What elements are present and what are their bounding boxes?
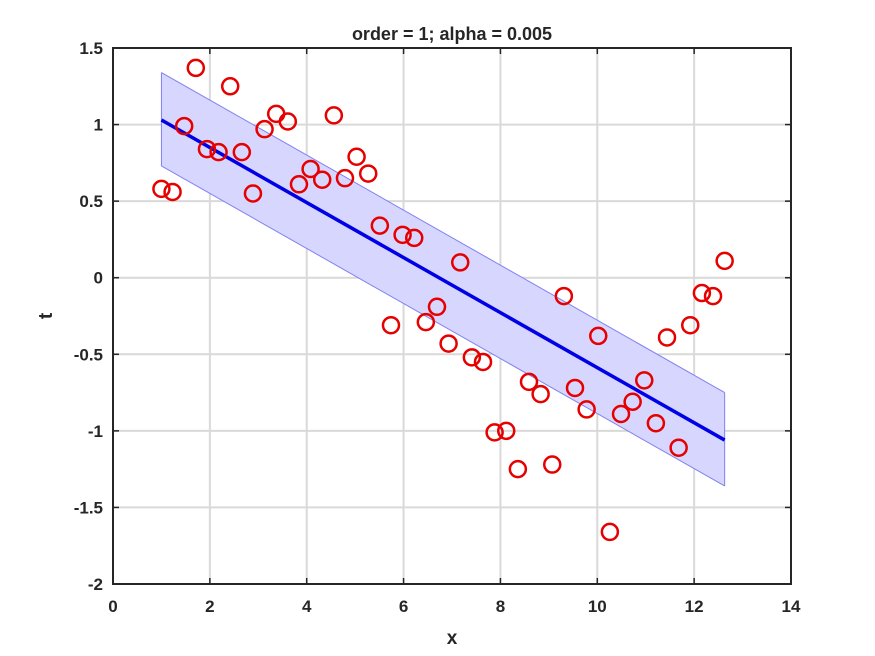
data-point [462, 348, 482, 367]
x-tick-label: 8 [496, 597, 505, 616]
x-tick-label: 12 [685, 597, 704, 616]
data-point [703, 286, 723, 306]
data-point [347, 147, 366, 166]
data-point [255, 119, 274, 139]
data-point [301, 159, 320, 179]
data-point [152, 179, 171, 199]
data-point [243, 184, 263, 203]
y-tick-label: -1 [88, 422, 103, 441]
data-point [715, 251, 734, 271]
y-tick-label: -1.5 [74, 498, 103, 517]
y-tick-label: 1 [94, 116, 103, 135]
data-point [358, 164, 378, 183]
data-point [232, 142, 252, 162]
x-tick-label: 4 [302, 597, 312, 616]
data-point [646, 413, 666, 433]
x-tick-labels: 0 2 4 6 8 10 12 14 [108, 597, 801, 616]
data-point [163, 182, 182, 202]
data-point [496, 421, 516, 441]
data-point [220, 77, 240, 96]
data-point [542, 455, 562, 474]
y-tick-label: -0.5 [74, 345, 103, 364]
x-tick-label: 2 [205, 597, 214, 616]
data-point [427, 297, 447, 317]
data-point [657, 328, 677, 347]
data-point [565, 378, 585, 398]
y-tick-label: 0 [94, 269, 103, 288]
data-point [312, 170, 332, 189]
data-point [197, 139, 217, 159]
x-tick-label: 0 [108, 597, 117, 616]
data-point [381, 315, 401, 335]
data-point [404, 228, 424, 248]
x-tick-label: 6 [399, 597, 408, 616]
data-point [393, 225, 412, 245]
data-point [485, 423, 504, 442]
x-tick-label: 14 [782, 597, 801, 616]
data-point [370, 216, 390, 235]
data-point [508, 459, 528, 479]
data-point [554, 286, 574, 306]
data-point [416, 312, 436, 332]
chart-title: order = 1; alpha = 0.005 [352, 24, 552, 44]
data-point [600, 522, 620, 542]
data-points [152, 58, 734, 542]
data-point [692, 283, 712, 303]
y-tick-labels: -2 -1.5 -1 -0.5 0 0.5 1 1.5 [74, 39, 103, 594]
data-point [450, 253, 470, 272]
y-tick-label: -2 [88, 575, 103, 594]
data-point [174, 116, 194, 136]
band-lower-edge [161, 165, 725, 487]
data-point [531, 384, 550, 404]
y-tick-label: 1.5 [79, 39, 103, 58]
data-point [209, 142, 228, 162]
fit-line [160, 118, 726, 442]
data-point [278, 112, 298, 131]
fit-line-layer [160, 118, 726, 442]
data-point [611, 404, 631, 424]
data-point [519, 372, 539, 392]
data-point [186, 58, 206, 78]
data-point [289, 175, 309, 194]
data-point [635, 371, 654, 390]
x-axis-label: x [447, 628, 458, 649]
data-point [589, 326, 608, 346]
band-upper-edge [161, 72, 725, 394]
plot-frame [112, 47, 792, 585]
x-tick-label: 10 [588, 597, 607, 616]
data-point [669, 438, 688, 457]
data-point [439, 334, 458, 353]
y-axis-label: t [36, 312, 57, 319]
data-point [473, 352, 493, 372]
data-point [577, 400, 596, 419]
y-tick-label: 0.5 [79, 192, 103, 211]
data-point [681, 315, 700, 335]
data-point [623, 392, 642, 412]
data-point [324, 106, 344, 125]
axis-ticks [112, 47, 792, 585]
data-point [335, 168, 355, 188]
